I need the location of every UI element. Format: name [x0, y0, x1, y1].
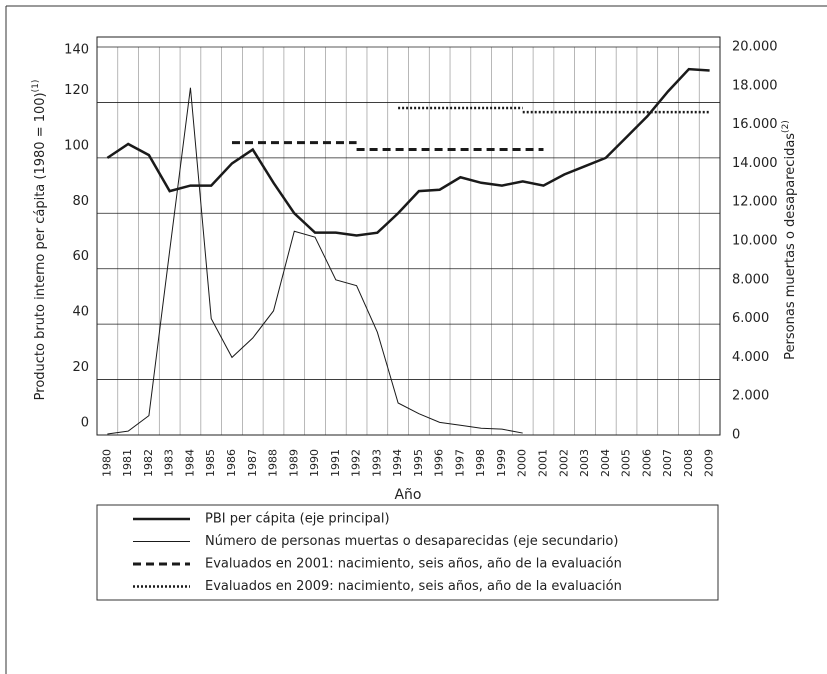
x-tick-label: 2003 — [578, 449, 591, 477]
x-tick-label: 2001 — [536, 449, 549, 477]
y2-tick-label: 20.000 — [732, 40, 778, 55]
y2-tick-label: 18.000 — [732, 78, 778, 93]
x-tick-label: 1981 — [121, 449, 134, 477]
x-tick-label: 1991 — [329, 449, 342, 477]
y-tick-label: 0 — [81, 416, 89, 431]
x-tick-label: 1997 — [453, 449, 466, 477]
x-tick-label: 2009 — [703, 449, 716, 477]
legend-box — [96, 504, 719, 601]
y2-tick-label: 2.000 — [732, 389, 769, 404]
x-tick-label: 1989 — [287, 449, 300, 477]
y-tick-label: 80 — [72, 194, 89, 209]
y2-tick-label: 14.000 — [732, 156, 778, 171]
y-tick-label: 60 — [72, 249, 89, 264]
x-tick-label: 1987 — [246, 449, 259, 477]
x-tick-label: 1988 — [267, 449, 280, 477]
y2-tick-label: 6.000 — [732, 311, 769, 326]
y2-axis-label-text: Personas muertas o desaparecidas — [783, 133, 798, 360]
x-tick-label: 1995 — [412, 449, 425, 477]
y-tick-label: 140 — [64, 43, 89, 58]
x-tick-label: 2007 — [661, 449, 674, 477]
series-line — [107, 87, 523, 435]
x-tick-label: 1996 — [433, 449, 446, 477]
x-axis-label: Año — [394, 487, 421, 503]
legend-label: PBI per cápita (eje principal) — [205, 512, 390, 527]
y-tick-label: 20 — [72, 360, 89, 375]
x-tick-label: 2006 — [640, 449, 653, 477]
x-tick-label: 1998 — [474, 449, 487, 477]
x-tick-label: 2000 — [516, 449, 529, 477]
plot-frame — [96, 36, 721, 436]
y-axis-label-text: Producto bruto interno per cápita (1980 … — [33, 92, 48, 400]
x-tick-label: 1982 — [142, 449, 155, 477]
x-tick-label: 2002 — [557, 449, 570, 477]
x-tick-label: 1983 — [163, 449, 176, 477]
y-tick-label: 100 — [64, 138, 89, 153]
x-tick-label: 1985 — [204, 449, 217, 477]
legend-label: Evaluados en 2001: nacimiento, seis años… — [205, 557, 622, 572]
x-tick-label: 1986 — [225, 449, 238, 477]
y2-tick-label: 10.000 — [732, 234, 778, 249]
x-tick-label: 1992 — [350, 449, 363, 477]
y2-axis-label: Personas muertas o desaparecidas(2) — [781, 120, 798, 360]
y-axis-label-note: (1) — [31, 80, 41, 93]
x-tick-label: 1984 — [183, 449, 196, 477]
legend-label: Número de personas muertas o desaparecid… — [205, 534, 618, 549]
x-tick-label: 1980 — [100, 449, 113, 477]
x-tick-label: 1993 — [370, 449, 383, 477]
y2-tick-label: 0 — [732, 428, 740, 443]
y-tick-label: 40 — [72, 305, 89, 320]
x-tick-label: 2008 — [682, 449, 695, 477]
y-tick-label: 120 — [64, 83, 89, 98]
y2-tick-label: 12.000 — [732, 195, 778, 210]
x-tick-label: 2005 — [620, 449, 633, 477]
x-tick-label: 2004 — [599, 449, 612, 477]
y2-tick-label: 4.000 — [732, 350, 769, 365]
x-tick-label: 1994 — [391, 449, 404, 477]
y2-axis-label-note: (2) — [781, 120, 791, 133]
legend-label: Evaluados en 2009: nacimiento, seis años… — [205, 579, 622, 594]
y2-tick-label: 8.000 — [732, 272, 769, 287]
series-line — [106, 67, 710, 237]
x-tick-label: 1990 — [308, 449, 321, 477]
y-axis-label: Producto bruto interno per cápita (1980 … — [31, 80, 48, 401]
x-tick-label: 1999 — [495, 449, 508, 477]
y2-tick-label: 16.000 — [732, 117, 778, 132]
